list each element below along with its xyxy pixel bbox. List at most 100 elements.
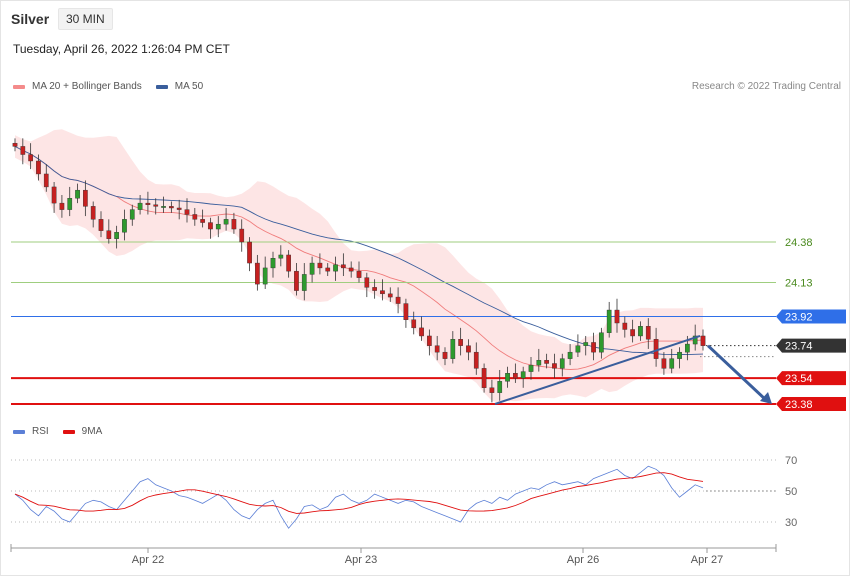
support-trendline bbox=[494, 335, 701, 405]
candle-body bbox=[59, 202, 65, 210]
time-tick-label: Apr 27 bbox=[691, 554, 723, 566]
candle-body bbox=[20, 146, 26, 155]
candle-body bbox=[466, 345, 471, 353]
rsi-line bbox=[14, 465, 704, 529]
projection-arrow-shaft bbox=[706, 344, 768, 402]
price-tag-text-23.38: 23.38 bbox=[785, 399, 813, 411]
rsi-ma-legend-label: 9MA bbox=[81, 426, 103, 437]
candle-body bbox=[387, 293, 393, 298]
time-tick-label: Apr 26 bbox=[567, 554, 599, 566]
candle-body bbox=[90, 206, 96, 220]
candle-body bbox=[301, 274, 307, 291]
time-tick-label: Apr 22 bbox=[132, 554, 164, 566]
candle-body bbox=[372, 287, 377, 291]
price-tag-text-23.92: 23.92 bbox=[785, 312, 813, 324]
candle-body bbox=[98, 219, 104, 231]
rsi-legend-swatch bbox=[13, 429, 25, 434]
candle-body bbox=[317, 262, 323, 269]
candle-body bbox=[411, 319, 417, 329]
candle-body bbox=[184, 209, 190, 215]
candle-body bbox=[606, 309, 612, 333]
candle-body bbox=[161, 206, 166, 208]
candle-body bbox=[215, 223, 221, 230]
candle-body bbox=[513, 373, 518, 379]
candle-body bbox=[661, 358, 667, 369]
candle-body bbox=[356, 270, 362, 278]
rsi-level-label-70: 70 bbox=[785, 455, 797, 467]
candle-body bbox=[28, 154, 33, 162]
ma50-legend-swatch bbox=[155, 84, 168, 89]
candle-body bbox=[489, 387, 495, 393]
candle-body bbox=[434, 345, 440, 353]
candle-body bbox=[419, 327, 424, 337]
candle-body bbox=[427, 335, 432, 346]
candle-body bbox=[231, 219, 237, 230]
rsi-panel: 70 50 30 bbox=[11, 455, 797, 529]
candle-body bbox=[442, 351, 448, 359]
candle-body bbox=[528, 364, 534, 372]
candle-body bbox=[145, 202, 151, 205]
rsi-level-label-50: 50 bbox=[785, 486, 797, 498]
price-tag-23.74 bbox=[776, 338, 846, 353]
candle-body bbox=[403, 303, 409, 320]
chart-datetime: Tuesday, April 26, 2022 1:26:04 PM CET bbox=[13, 42, 230, 56]
candle-body bbox=[106, 230, 112, 239]
candle-body bbox=[309, 262, 315, 275]
rsi-ma-line bbox=[14, 472, 704, 514]
candle-body bbox=[700, 335, 706, 346]
candle-body bbox=[536, 360, 542, 366]
candle-body bbox=[333, 264, 338, 272]
candle-body bbox=[645, 326, 651, 340]
price-tag-23.38 bbox=[776, 397, 846, 411]
rsi-legend: RSI 9MA bbox=[13, 426, 102, 437]
candle-body bbox=[653, 339, 659, 359]
candle-body bbox=[473, 351, 479, 369]
rsi-legend-label: RSI bbox=[32, 426, 49, 437]
price-tag-text-23.74: 23.74 bbox=[785, 341, 813, 353]
candle-body bbox=[669, 358, 675, 369]
ma50-line bbox=[14, 146, 704, 356]
time-tick-label: Apr 23 bbox=[345, 554, 377, 566]
candle-body bbox=[129, 209, 135, 220]
candle-body bbox=[294, 270, 299, 291]
level-label-24.38: 24.38 bbox=[785, 237, 813, 249]
price-tag-text-23.54: 23.54 bbox=[785, 373, 813, 385]
ma20-legend-label: MA 20 + Bollinger Bands bbox=[32, 81, 142, 92]
candle-body bbox=[278, 254, 284, 259]
timeframe-button[interactable]: 30 MIN bbox=[58, 8, 113, 30]
price-tag-layer: 24.38 24.13 23.92 23.74 23.54 23.38 bbox=[776, 237, 846, 411]
time-axis: Apr 22 Apr 23 Apr 26 Apr 27 bbox=[10, 544, 777, 566]
candle-body bbox=[270, 258, 276, 269]
candle-body bbox=[239, 228, 245, 243]
candle-body bbox=[575, 345, 581, 353]
price-tag-23.54 bbox=[776, 371, 846, 386]
candle-body bbox=[247, 241, 252, 264]
candle-body bbox=[583, 342, 589, 346]
candle-body bbox=[497, 381, 503, 393]
rsi-level-label-30: 30 bbox=[785, 517, 797, 529]
candle-body bbox=[638, 326, 643, 337]
candle-body bbox=[286, 254, 291, 272]
candle-body bbox=[192, 214, 198, 220]
candle-body bbox=[137, 202, 143, 210]
level-label-24.13: 24.13 bbox=[785, 278, 813, 290]
candle-body bbox=[458, 339, 463, 346]
price-tag-23.92 bbox=[776, 309, 846, 324]
candle-body bbox=[223, 219, 229, 225]
candle-body bbox=[505, 373, 510, 382]
projection-arrow-head bbox=[760, 392, 772, 404]
candle-body bbox=[255, 262, 260, 285]
candle-body bbox=[43, 173, 49, 188]
candle-body bbox=[122, 219, 127, 233]
candle-body bbox=[559, 358, 565, 369]
candle-body bbox=[169, 206, 174, 209]
candle-body bbox=[481, 368, 487, 388]
candle-body bbox=[67, 198, 73, 210]
rsi-ma-legend-swatch bbox=[62, 429, 75, 434]
candle-body bbox=[348, 267, 354, 272]
candle-body bbox=[395, 296, 401, 304]
price-level-layer bbox=[11, 241, 776, 405]
candle-body bbox=[567, 351, 573, 359]
